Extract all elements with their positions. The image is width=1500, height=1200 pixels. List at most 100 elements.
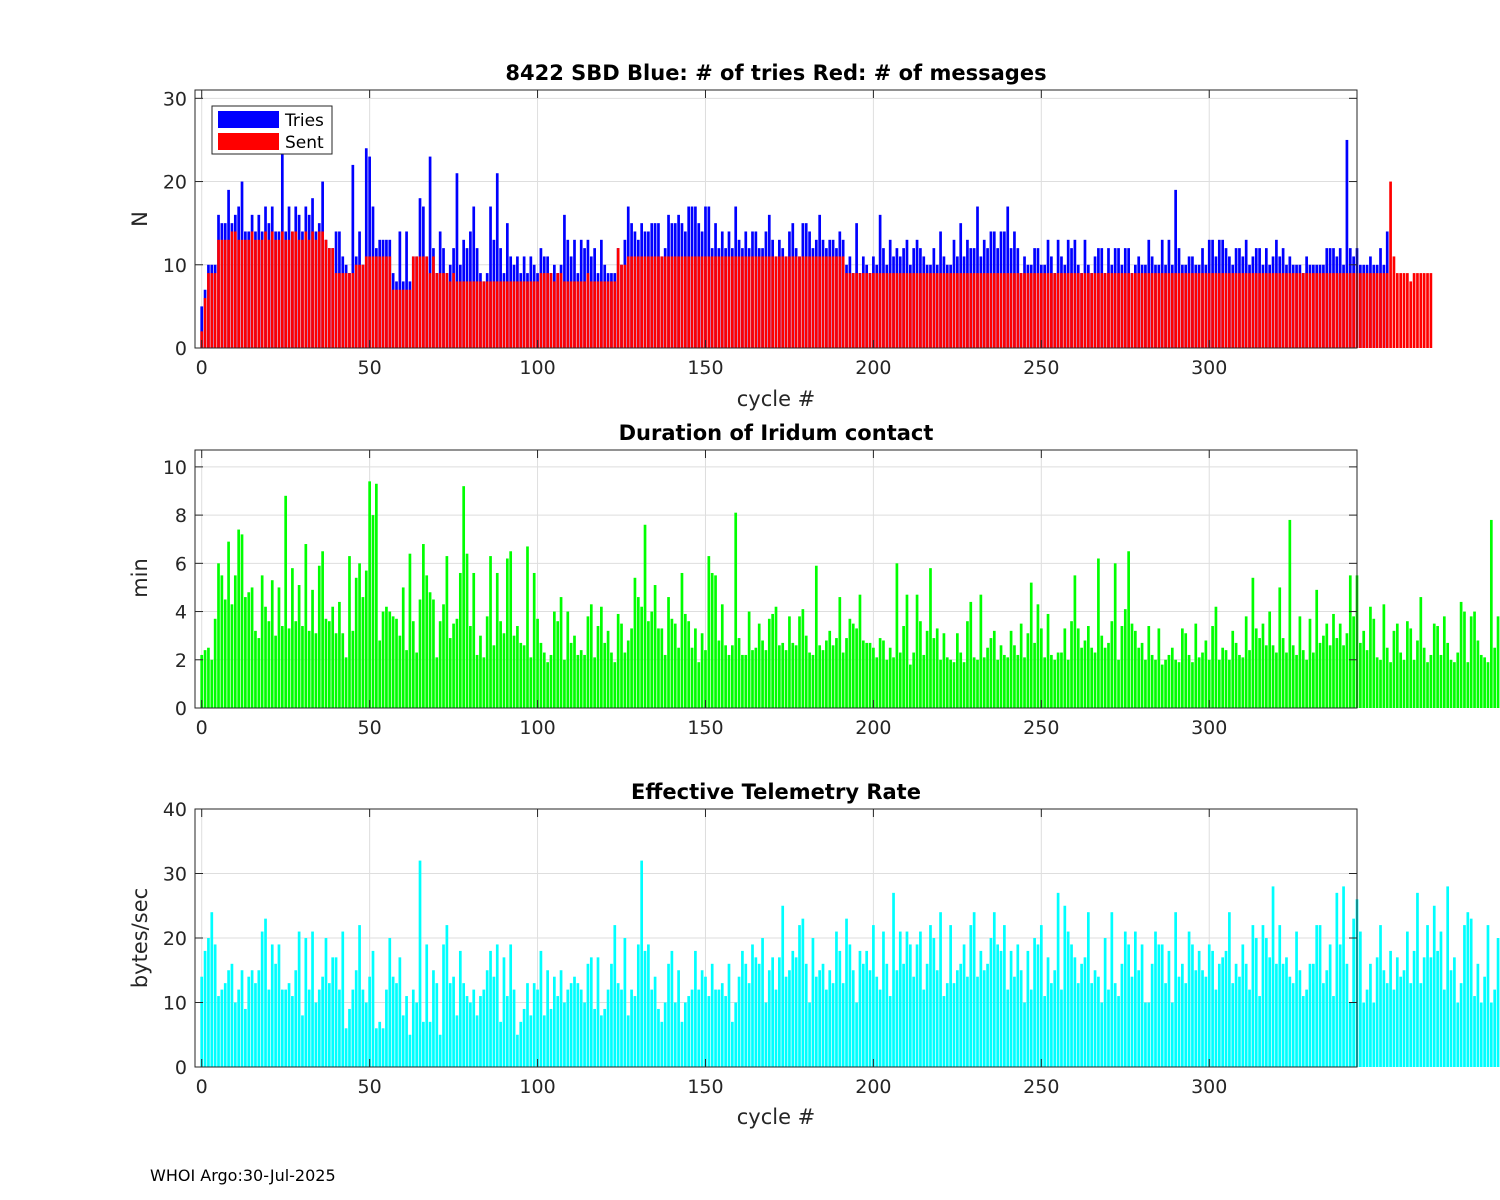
bar-rate (818, 970, 822, 1067)
bar-duration (291, 568, 294, 708)
bar-rate (1147, 1002, 1151, 1067)
bar-sent (411, 256, 415, 348)
bar-rate (576, 983, 580, 1067)
bar-duration (915, 594, 919, 708)
bar-duration (1167, 654, 1171, 708)
bar-rate (509, 944, 513, 1067)
bar-sent (1026, 273, 1030, 348)
bar-rate (556, 996, 560, 1067)
bar-duration (1328, 645, 1332, 708)
bar-sent (1174, 273, 1177, 348)
bar-rate (804, 963, 808, 1067)
bar-sent (1140, 273, 1144, 348)
bar-rate (1375, 957, 1379, 1067)
bar-duration (1228, 659, 1231, 708)
bar-duration (1244, 616, 1248, 708)
bar-rate (442, 944, 445, 1067)
bar-duration (307, 630, 311, 708)
bar-rate (956, 970, 959, 1067)
bar-rate (489, 950, 492, 1067)
bar-duration (969, 601, 973, 708)
bar-duration (462, 486, 466, 708)
bar-duration (1362, 630, 1366, 708)
bar-duration (620, 623, 623, 708)
y-tick-label: 20 (163, 172, 187, 194)
bar-sent (200, 331, 204, 348)
bar-rate (1177, 976, 1181, 1067)
bar-duration (1325, 623, 1329, 708)
bar-sent (610, 281, 613, 348)
bar-duration (1271, 645, 1275, 708)
bar-sent (778, 256, 781, 348)
bar-rate (1261, 925, 1265, 1067)
bar-sent (1070, 273, 1073, 348)
x-tick-label: 300 (1191, 717, 1227, 739)
bar-duration (982, 657, 986, 708)
bar-sent (1362, 273, 1366, 348)
bar-tries (563, 214, 566, 348)
bar-sent (398, 289, 402, 348)
bar-sent (458, 281, 462, 348)
bar-rate (502, 957, 506, 1067)
bar-duration (475, 654, 479, 708)
bar-duration (1416, 640, 1419, 708)
bar-rate (1090, 983, 1094, 1067)
bar-rate (1191, 944, 1194, 1067)
bar-duration (858, 594, 862, 708)
bar-rate (1217, 963, 1221, 1067)
bar-duration (287, 628, 291, 708)
bar-duration (1181, 628, 1184, 708)
bar-duration (835, 638, 838, 708)
bar-duration (321, 551, 324, 708)
bar-duration (808, 652, 811, 708)
bar-sent (401, 289, 405, 348)
bar-sent (1288, 273, 1292, 348)
bar-rate (747, 983, 751, 1067)
bar-rate (710, 963, 714, 1067)
bar-rate (982, 970, 986, 1067)
bar-duration (502, 633, 506, 708)
bar-duration (1134, 630, 1137, 708)
bar-rate (1248, 989, 1251, 1067)
bar-sent (1325, 273, 1329, 348)
bar-rate (667, 963, 670, 1067)
bar-rate (788, 970, 791, 1067)
bar-sent (882, 273, 885, 348)
bar-rate (737, 976, 741, 1067)
bar-rate (1446, 886, 1450, 1067)
bar-rate (371, 950, 375, 1067)
bar-sent (368, 256, 371, 348)
bar-rate (794, 957, 798, 1067)
bar-rate (583, 1002, 586, 1067)
bar-rate (663, 1002, 667, 1067)
bar-sent (600, 281, 603, 348)
bar-duration (566, 611, 570, 708)
bar-rate (1164, 983, 1167, 1067)
bar-duration (301, 626, 304, 708)
bar-rate (1204, 976, 1208, 1067)
bar-duration (469, 626, 472, 708)
bar-sent (257, 239, 261, 348)
bar-sent (714, 256, 717, 348)
bar-duration (811, 654, 815, 708)
bar-sent (1170, 273, 1174, 348)
bar-rate (358, 925, 361, 1067)
bar-duration (1459, 601, 1463, 708)
bar-duration (623, 652, 627, 708)
bar-sent (868, 273, 872, 348)
bar-duration (519, 642, 523, 708)
bar-rate (845, 918, 848, 1067)
bar-duration (361, 597, 365, 708)
bar-rate (811, 938, 815, 1067)
bar-sent (1033, 273, 1036, 348)
bar-duration (1436, 626, 1439, 708)
bar-duration (1429, 654, 1433, 708)
legend-label-sent: Sent (285, 133, 324, 153)
bar-duration (405, 650, 408, 708)
bar-rate (945, 983, 949, 1067)
bar-rate (999, 950, 1003, 1067)
bar-duration (1039, 628, 1043, 708)
bar-sent (502, 281, 506, 348)
bar-rate (391, 976, 395, 1067)
bar-duration (237, 529, 241, 708)
